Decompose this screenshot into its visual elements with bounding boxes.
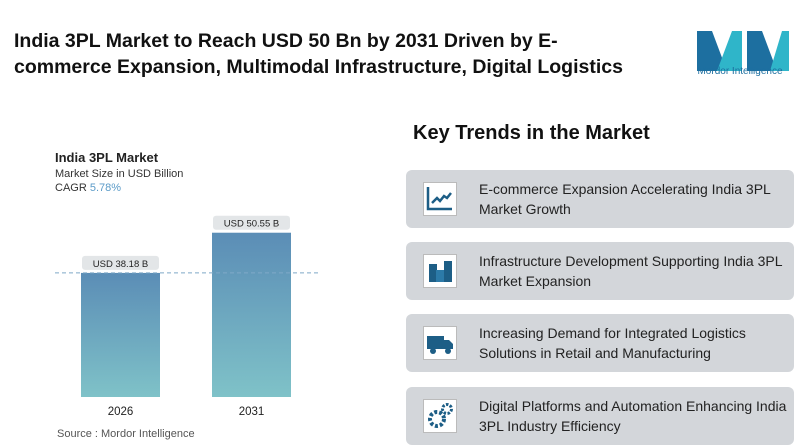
data-label: USD 38.18 B	[93, 259, 148, 270]
bar-2026	[81, 272, 160, 397]
bar-chart: USD 38.18 B 2026 USD 50.55 B 2031	[55, 215, 320, 418]
gears-icon	[423, 399, 457, 433]
trend-label: Digital Platforms and Automation Enhanci…	[479, 398, 787, 434]
line-chart-icon	[423, 182, 457, 216]
truck-icon	[423, 326, 457, 360]
cagr-value: 5.78%	[89, 182, 122, 194]
chart-title: India 3PL Market	[55, 150, 159, 165]
data-label: USD 50.55 B	[224, 219, 279, 230]
data-label-bg	[213, 215, 290, 230]
x-tick-label: 2031	[239, 406, 265, 418]
key-trends-title: Key Trends in the Market	[413, 122, 650, 144]
chart-subtitle: Market Size in USD Billion	[55, 168, 184, 180]
mordor-logo-icon	[697, 31, 789, 71]
data-label-bg	[82, 255, 159, 270]
trend-card: Increasing Demand for Integrated Logisti…	[406, 314, 794, 372]
cagr-label: CAGR	[55, 182, 87, 194]
trend-card: E-commerce Expansion Accelerating India …	[406, 170, 794, 228]
trend-label: Increasing Demand for Integrated Logisti…	[479, 325, 746, 361]
source-note: Source : Mordor Intelligence	[57, 428, 195, 440]
logo-text: Mordor Intelligence	[697, 66, 783, 77]
buildings-icon	[423, 254, 457, 288]
trend-label: E-commerce Expansion Accelerating India …	[479, 181, 771, 217]
trend-card: Digital Platforms and Automation Enhanci…	[406, 387, 794, 445]
page-title: India 3PL Market to Reach USD 50 Bn by 2…	[14, 30, 623, 78]
trend-card: Infrastructure Development Supporting In…	[406, 242, 794, 300]
x-tick-label: 2026	[108, 406, 134, 418]
trend-label: Infrastructure Development Supporting In…	[479, 253, 782, 289]
cagr: CAGR 5.78%	[55, 182, 121, 194]
bar-2031	[212, 232, 291, 397]
